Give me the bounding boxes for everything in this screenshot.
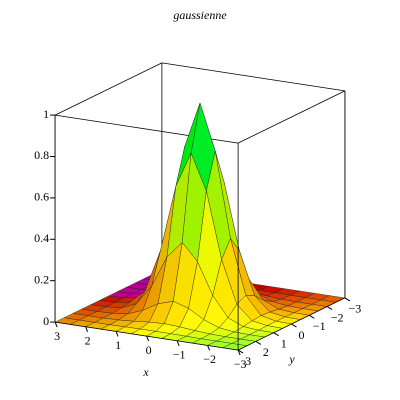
x-tick-label: 1 xyxy=(115,338,121,352)
x-tick xyxy=(176,340,180,346)
z-tick-label: 0.6 xyxy=(34,190,49,204)
x-tick-label: 3 xyxy=(54,329,60,343)
y-tick xyxy=(273,332,279,337)
z-tick-label: 0.4 xyxy=(34,231,49,245)
x-tick xyxy=(115,331,119,337)
y-tick xyxy=(255,340,262,345)
box-edge xyxy=(237,90,346,144)
y-tick-label: −3 xyxy=(349,302,362,316)
z-tick-label: 1 xyxy=(43,107,49,121)
y-tick xyxy=(237,349,244,354)
x-axis-label: x xyxy=(142,365,149,379)
box-edge xyxy=(161,62,345,92)
x-tick-label: 0 xyxy=(146,343,152,357)
x-tick xyxy=(207,345,211,351)
x-tick-label: 2 xyxy=(85,334,91,348)
y-tick-label: 0 xyxy=(299,328,305,342)
x-tick xyxy=(54,321,58,328)
box-edge xyxy=(54,62,163,116)
y-tick xyxy=(344,297,351,302)
y-tick-label: −2 xyxy=(331,310,344,324)
y-tick-label: −1 xyxy=(313,319,326,333)
chart-title: gaussienne xyxy=(173,8,227,22)
x-tick-label: −3 xyxy=(234,357,247,371)
x-tick-label: −1 xyxy=(173,348,186,362)
z-tick-label: 0.8 xyxy=(34,148,49,162)
z-tick-label: 0.2 xyxy=(34,272,49,286)
y-tick xyxy=(309,314,315,319)
y-tick-label: 2 xyxy=(263,345,269,359)
y-tick xyxy=(326,306,333,311)
y-tick-label: 3 xyxy=(245,354,251,368)
y-axis-label: y xyxy=(288,352,295,366)
x-tick-label: −2 xyxy=(203,352,216,366)
x-tick xyxy=(237,349,241,356)
x-tick xyxy=(146,335,150,342)
x-tick xyxy=(85,326,89,332)
y-tick-label: 1 xyxy=(281,336,287,350)
y-tick xyxy=(291,323,297,328)
z-tick-label: 0 xyxy=(43,314,49,328)
